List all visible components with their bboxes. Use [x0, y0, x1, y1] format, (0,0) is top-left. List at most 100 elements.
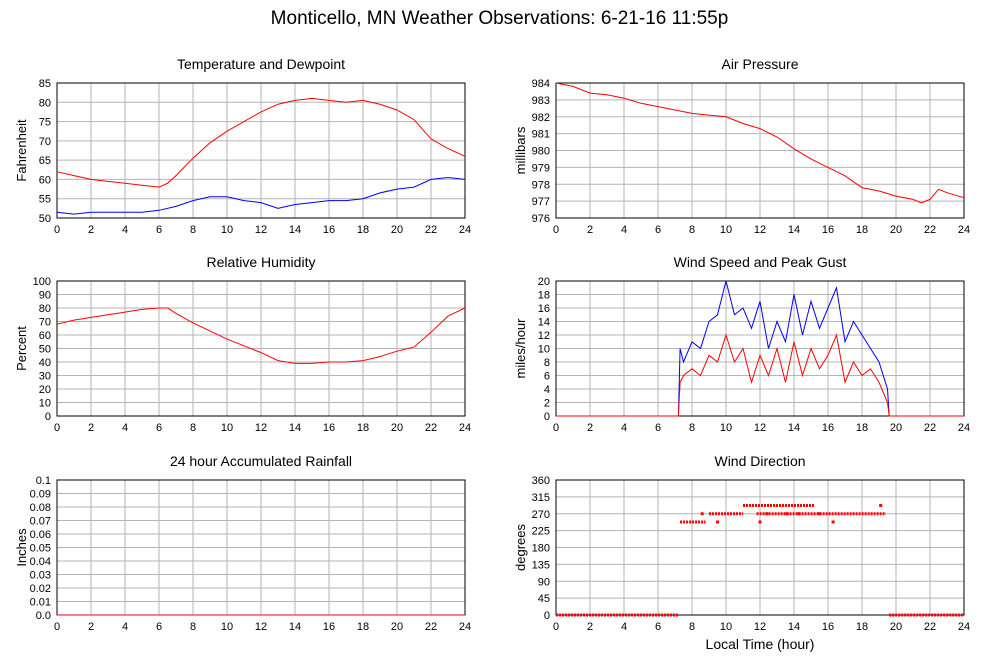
wind-xtick-label: 22 [924, 422, 936, 434]
wind-ytick-label: 2 [544, 398, 550, 410]
pressure-xtick-label: 8 [689, 224, 695, 236]
temp-xtick-label: 0 [54, 224, 60, 236]
winddir-xtick-label: 22 [924, 621, 936, 633]
winddir-xtick-label: 12 [754, 621, 766, 633]
humidity-xtick-label: 0 [54, 422, 60, 434]
temp-xtick-label: 14 [289, 224, 301, 236]
pressure-xtick-label: 18 [856, 224, 868, 236]
humidity-plot-frame [56, 280, 466, 417]
temp-series-line-1 [56, 176, 466, 215]
humidity-xtick-label: 22 [425, 422, 437, 434]
pressure-xtick-label: 16 [822, 224, 834, 236]
winddir-xtick-label: 18 [856, 621, 868, 633]
rain-ylabel: Inches [14, 528, 29, 567]
humidity-ytick-label: 70 [39, 317, 51, 329]
humidity-xtick-label: 18 [357, 422, 369, 434]
winddir-point [797, 512, 801, 516]
wind-ytick-label: 8 [544, 357, 550, 369]
winddir-point [879, 504, 883, 507]
winddir-chart-title: Wind Direction [714, 453, 805, 469]
rain-ytick-label: 0.09 [30, 489, 51, 501]
rain-chart-title: 24 hour Accumulated Rainfall [170, 453, 352, 469]
humidity-ytick-label: 20 [39, 384, 51, 396]
rain-ytick-label: 0.02 [30, 583, 51, 595]
humidity-xtick-label: 6 [156, 422, 162, 434]
winddir-ytick-label: 45 [538, 593, 550, 605]
rain-xtick-label: 16 [323, 621, 335, 633]
rain-xtick-label: 22 [425, 621, 437, 633]
wind-chart-title: Wind Speed and Peak Gust [674, 254, 847, 270]
temp-plot-frame [56, 82, 466, 219]
pressure-xtick-label: 2 [587, 224, 593, 236]
rain-xtick-label: 2 [88, 621, 94, 633]
winddir-ytick-label: 0 [544, 610, 550, 622]
rain-xtick-label: 8 [190, 621, 196, 633]
pressure-ylabel: millibars [513, 126, 528, 174]
winddir-ytick-label: 225 [532, 526, 550, 538]
humidity-chart: 0 2 4 6 8 10 12 14 16 18 20 22 240102030405060708090… [14, 254, 471, 434]
temp-series-line-0 [56, 97, 466, 188]
winddir-xtick-label: 6 [655, 621, 661, 633]
pressure-xtick-label: 10 [720, 224, 732, 236]
humidity-ytick-label: 40 [39, 357, 51, 369]
pressure-ytick-label: 982 [532, 112, 550, 124]
winddir-xtick-label: 4 [621, 621, 627, 633]
wind-ytick-label: 4 [544, 384, 550, 396]
wind-xtick-label: 18 [856, 422, 868, 434]
rain-xtick-label: 24 [459, 621, 471, 633]
temp-ytick-label: 70 [39, 136, 51, 148]
rain-ytick-label: 0.1 [36, 475, 51, 487]
wind-xtick-label: 24 [958, 422, 970, 434]
wind-xtick-label: 20 [890, 422, 902, 434]
pressure-ytick-label: 980 [532, 146, 550, 158]
wind-ytick-label: 0 [544, 411, 550, 423]
winddir-point [831, 520, 835, 524]
rain-ytick-label: 0.06 [30, 529, 51, 541]
winddir-ytick-label: 315 [532, 492, 550, 504]
pressure-ytick-label: 983 [532, 95, 550, 107]
rain-xtick-label: 20 [391, 621, 403, 633]
rain-ytick-label: 0.01 [30, 597, 51, 609]
pressure-ytick-label: 984 [532, 78, 550, 90]
winddir-ytick-label: 135 [532, 559, 550, 571]
pressure-ytick-label: 976 [532, 213, 550, 225]
pressure-xtick-label: 20 [890, 224, 902, 236]
rain-xtick-label: 6 [156, 621, 162, 633]
wind-ytick-label: 12 [538, 330, 550, 342]
winddir-xtick-label: 10 [720, 621, 732, 633]
temp-ytick-label: 65 [39, 155, 51, 167]
pressure-chart: 0 2 4 6 8 10 12 14 16 18 20 22 249769779789799809819… [513, 56, 970, 236]
rain-ytick-label: 0.07 [30, 516, 51, 528]
pressure-chart-title: Air Pressure [721, 56, 798, 72]
pressure-xtick-label: 4 [621, 224, 627, 236]
rain-ytick-label: 0.05 [30, 543, 51, 555]
pressure-series-line-0 [555, 82, 965, 204]
temp-xtick-label: 8 [190, 224, 196, 236]
winddir-ytick-label: 360 [532, 475, 550, 487]
winddir-point [758, 520, 762, 524]
pressure-ytick-label: 979 [532, 162, 550, 174]
pressure-ytick-label: 981 [532, 129, 550, 141]
temp-xtick-label: 16 [323, 224, 335, 236]
temp-xtick-label: 4 [122, 224, 128, 236]
humidity-xtick-label: 16 [323, 422, 335, 434]
temp-chart: 0 2 4 6 8 10 12 14 16 18 20 22 245055606570758085Tem… [14, 56, 471, 236]
rain-xtick-label: 12 [255, 621, 267, 633]
humidity-series-line-0 [56, 307, 466, 364]
wind-xtick-label: 10 [720, 422, 732, 434]
winddir-xtick-label: 2 [587, 621, 593, 633]
winddir-xtick-label: 14 [788, 621, 800, 633]
pressure-xtick-label: 0 [553, 224, 559, 236]
humidity-xtick-label: 20 [391, 422, 403, 434]
winddir-ytick-label: 270 [532, 509, 550, 521]
wind-series-line-1 [556, 333, 964, 417]
wind-xtick-label: 2 [587, 422, 593, 434]
temp-xtick-label: 2 [88, 224, 94, 236]
wind-ytick-label: 14 [538, 317, 550, 329]
humidity-xtick-label: 2 [88, 422, 94, 434]
humidity-ytick-label: 90 [39, 290, 51, 302]
rain-ytick-label: 0.08 [30, 502, 51, 514]
winddir-point [818, 512, 821, 516]
wind-xtick-label: 4 [621, 422, 627, 434]
